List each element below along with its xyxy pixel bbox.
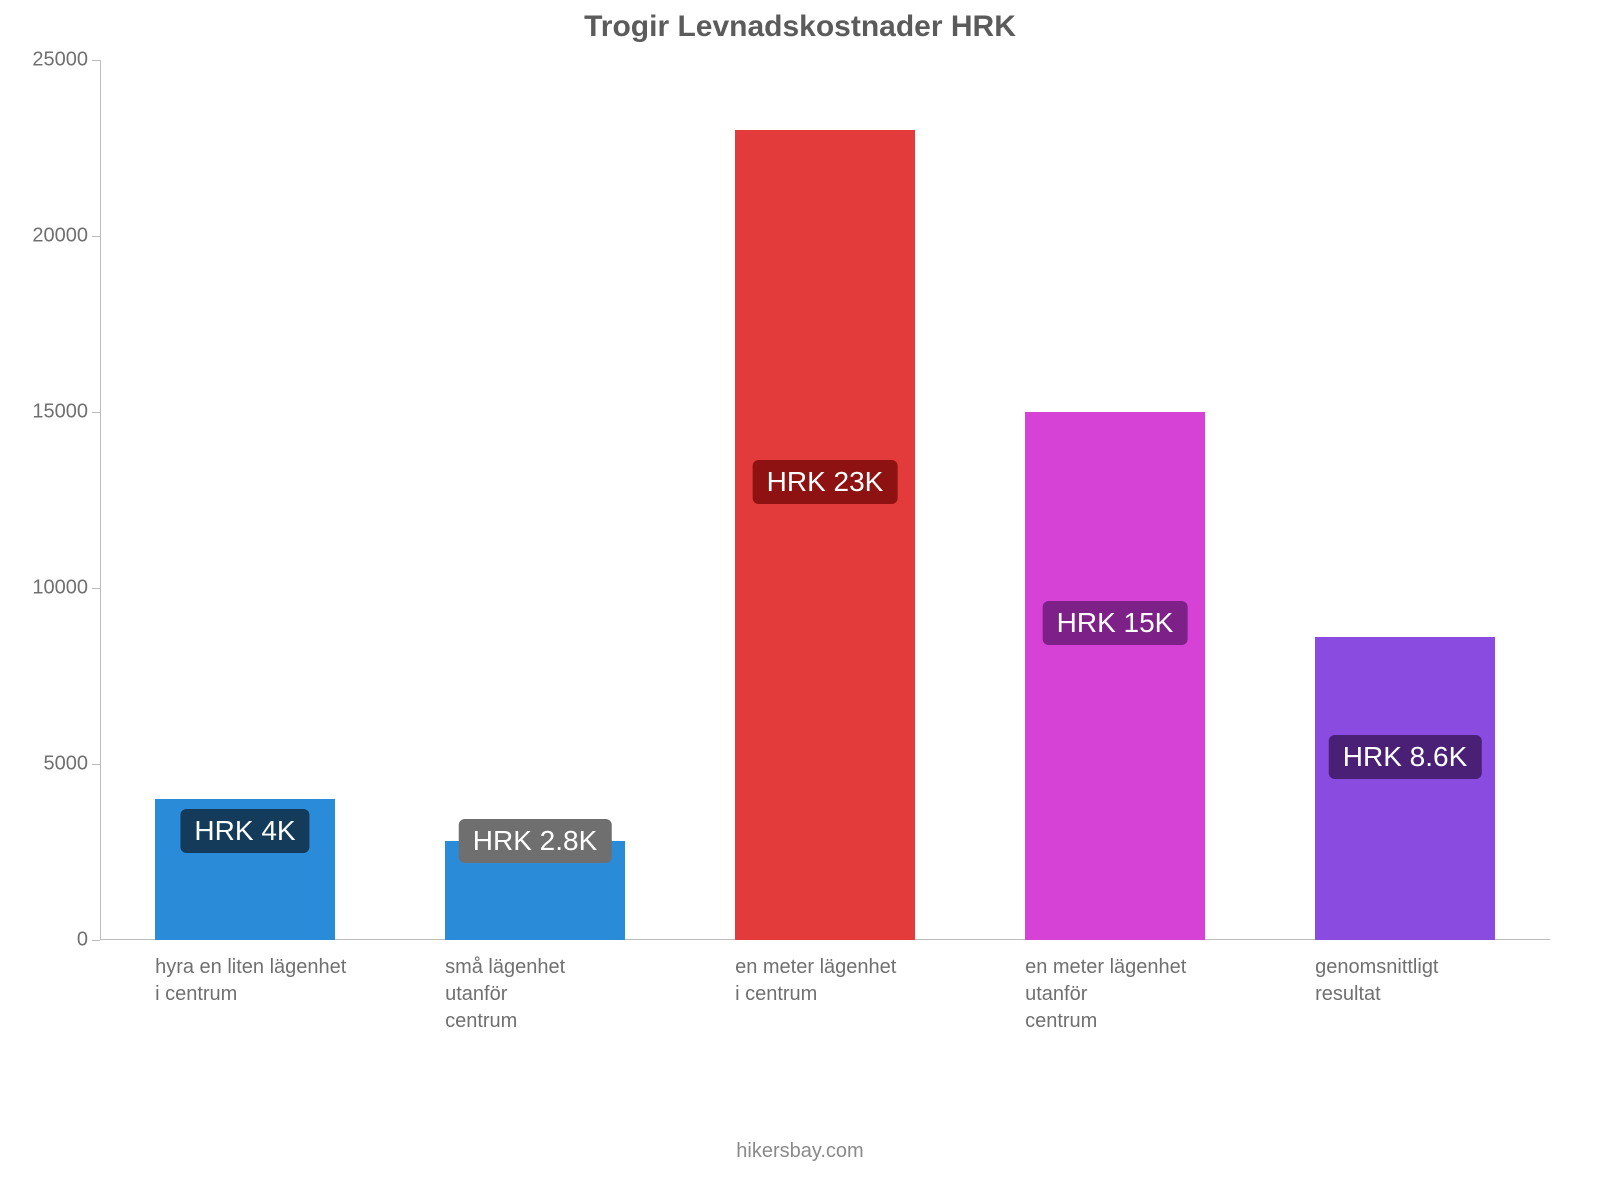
y-tick-label: 0 xyxy=(77,929,100,952)
bar xyxy=(1315,637,1495,940)
value-badge: HRK 2.8K xyxy=(459,819,612,863)
x-category-line: en meter lägenhet xyxy=(735,954,1011,981)
x-category-line: utanför xyxy=(1025,981,1301,1008)
y-tick-label: 20000 xyxy=(32,225,100,248)
value-badge: HRK 15K xyxy=(1043,601,1188,645)
x-category-line: centrum xyxy=(1025,1008,1301,1035)
y-tick-label: 25000 xyxy=(32,49,100,72)
x-category-label: hyra en liten lägenheti centrum xyxy=(155,940,431,1008)
value-badge: HRK 23K xyxy=(753,460,898,504)
x-category-label: små lägenhetutanförcentrum xyxy=(445,940,721,1035)
cost-of-living-chart: Trogir Levnadskostnader HRK 050001000015… xyxy=(0,0,1600,1200)
x-category-line: i centrum xyxy=(735,981,1011,1008)
bar xyxy=(1025,412,1205,940)
y-tick-label: 5000 xyxy=(44,753,101,776)
x-category-line: resultat xyxy=(1315,981,1591,1008)
x-category-line: genomsnittligt xyxy=(1315,954,1591,981)
x-category-line: utanför xyxy=(445,981,721,1008)
x-category-line: i centrum xyxy=(155,981,431,1008)
x-category-label: en meter lägenheti centrum xyxy=(735,940,1011,1008)
x-category-line: en meter lägenhet xyxy=(1025,954,1301,981)
x-category-label: en meter lägenhetutanförcentrum xyxy=(1025,940,1301,1035)
value-badge: HRK 8.6K xyxy=(1329,735,1482,779)
attribution-text: hikersbay.com xyxy=(0,1140,1600,1163)
y-tick-label: 10000 xyxy=(32,577,100,600)
y-tick-label: 15000 xyxy=(32,401,100,424)
chart-title: Trogir Levnadskostnader HRK xyxy=(0,10,1600,44)
x-category-line: hyra en liten lägenhet xyxy=(155,954,431,981)
x-category-label: genomsnittligtresultat xyxy=(1315,940,1591,1008)
x-category-line: centrum xyxy=(445,1008,721,1035)
plot-area: 0500010000150002000025000HRK 4Khyra en l… xyxy=(100,60,1550,940)
value-badge: HRK 4K xyxy=(180,809,309,853)
x-category-line: små lägenhet xyxy=(445,954,721,981)
bar xyxy=(735,130,915,940)
y-axis xyxy=(100,60,101,940)
